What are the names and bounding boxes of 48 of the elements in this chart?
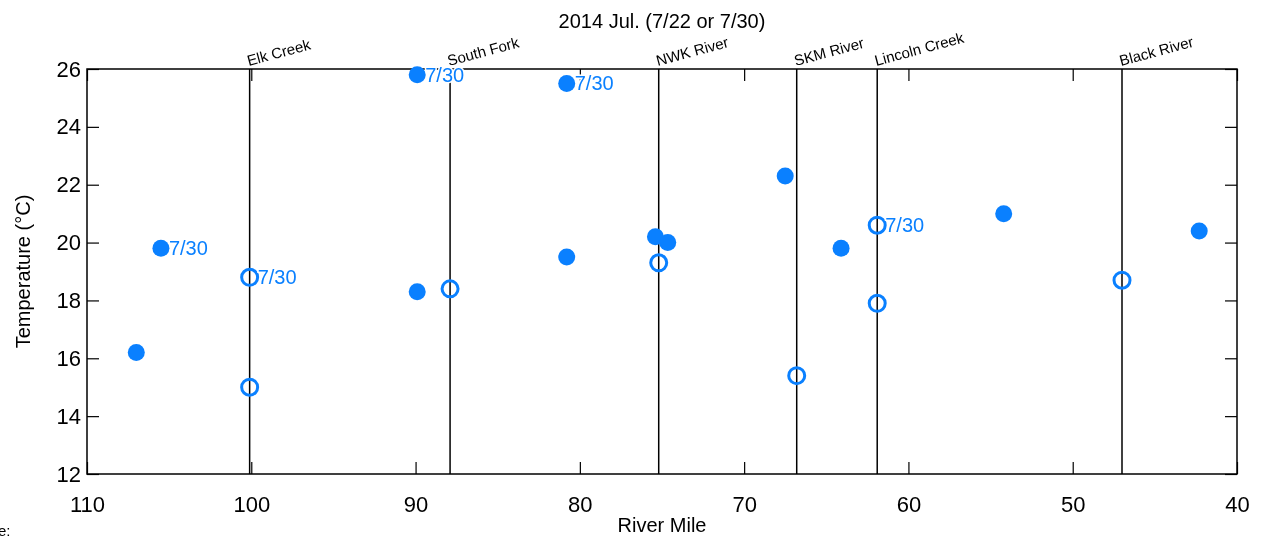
point [832,239,850,257]
point [787,366,807,386]
y-tick-label: 26 [56,56,81,82]
point [408,66,426,84]
point [995,205,1013,223]
x-tick-label: 70 [732,491,757,517]
annotation: 7/30 [168,237,208,260]
point [240,267,260,287]
point [558,248,576,266]
x-tick-label: 80 [568,491,593,517]
ref-line-label: Elk Creek [245,35,313,69]
point [127,344,145,361]
ref-line-label: Lincoln Creek [872,28,967,69]
y-tick-label: 18 [56,287,81,313]
point [152,239,170,257]
x-tick-label: 110 [69,491,106,517]
point [240,377,260,397]
x-tick-label: 100 [233,491,271,517]
point [659,234,677,252]
y-axis-title: Temperature (°C) [12,194,34,349]
y-tick-label: 12 [56,461,81,487]
ref-line-label: South Fork [445,33,522,69]
x-axis-title: River Mile [617,514,707,536]
point [1112,270,1132,290]
point [408,283,426,301]
point [1190,222,1208,240]
annotation: 7/30 [885,214,925,237]
y-tick-label: 24 [56,114,81,140]
x-tick-label: 40 [1225,491,1250,517]
point [440,279,460,299]
point [558,74,576,92]
y-tick-label: 20 [56,230,81,256]
point [867,293,887,313]
ref-line-label: SKM River [792,33,866,69]
y-tick-label: 16 [56,345,81,371]
ref-line-label: Black River [1117,32,1196,69]
x-tick-label: 60 [896,491,922,517]
point [867,215,887,235]
annotation: 7/30 [257,266,297,289]
point [649,253,669,273]
chart-title: 2014 Jul. (7/22 or 7/30) [558,10,766,32]
point [776,167,794,185]
y-tick-label: 14 [56,403,81,429]
x-tick-label: 90 [403,491,429,517]
ref-line-label: NWK River [654,33,731,69]
x-tick-label: 50 [1060,491,1086,517]
y-tick-label: 22 [56,172,81,198]
annotation: 7/30 [574,72,614,95]
